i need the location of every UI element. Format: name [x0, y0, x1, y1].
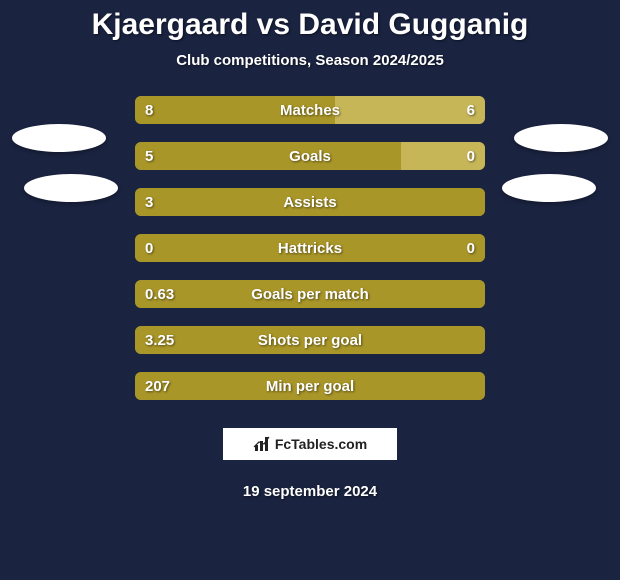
branding-text: FcTables.com	[275, 436, 367, 452]
stat-label: Matches	[135, 102, 485, 119]
stat-row: 0.63Goals per match	[0, 271, 620, 317]
stat-bar-track: 0.63Goals per match	[135, 280, 485, 308]
stat-label: Assists	[135, 194, 485, 211]
main-title: Kjaergaard vs David Gugganig	[0, 8, 620, 42]
stat-label: Min per goal	[135, 378, 485, 395]
chart-icon	[253, 435, 271, 453]
date-text: 19 september 2024	[0, 483, 620, 500]
stat-row: 50Goals	[0, 133, 620, 179]
stat-label: Shots per goal	[135, 332, 485, 349]
stat-rows: 86Matches 50Goals 3Assists 00Hattricks 0.63G…	[0, 87, 620, 409]
stat-row: 3Assists	[0, 179, 620, 225]
comparison-infographic: Kjaergaard vs David Gugganig Club compet…	[0, 0, 620, 580]
stat-label: Goals per match	[135, 286, 485, 303]
stat-row: 00Hattricks	[0, 225, 620, 271]
stat-bar-track: 3.25Shots per goal	[135, 326, 485, 354]
stat-bar-track: 00Hattricks	[135, 234, 485, 262]
stat-bar-track: 50Goals	[135, 142, 485, 170]
branding-box: FcTables.com	[222, 427, 398, 461]
stat-row: 3.25Shots per goal	[0, 317, 620, 363]
stat-row: 207Min per goal	[0, 363, 620, 409]
stat-label: Hattricks	[135, 240, 485, 257]
stat-bar-track: 3Assists	[135, 188, 485, 216]
stat-row: 86Matches	[0, 87, 620, 133]
stat-bar-track: 207Min per goal	[135, 372, 485, 400]
stat-bar-track: 86Matches	[135, 96, 485, 124]
subtitle: Club competitions, Season 2024/2025	[0, 52, 620, 69]
stat-label: Goals	[135, 148, 485, 165]
